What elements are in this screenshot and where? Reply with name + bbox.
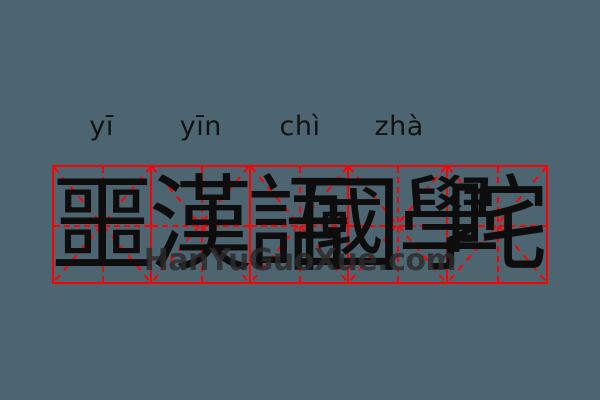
- hanzi-glyph: 噩: [50, 163, 155, 286]
- pinyin-cell: yī: [52, 103, 151, 149]
- grid-cell: 噩: [50, 167, 154, 282]
- pinyin-cell: yīn: [151, 103, 250, 149]
- pinyin-cell: [449, 103, 548, 149]
- pinyin-cell: zhà: [350, 103, 449, 149]
- pinyin-label: zhà: [374, 110, 424, 142]
- hanzi-glyph: 咤: [444, 163, 549, 286]
- pinyin-label: yī: [89, 110, 114, 142]
- pinyin-row: yī yīn chì zhà: [52, 103, 548, 149]
- grid-cell: 漢: [148, 163, 253, 286]
- pinyin-cell: chì: [250, 103, 349, 149]
- pinyin-label: yīn: [179, 110, 222, 142]
- hanzi-glyph: 漢: [148, 163, 253, 286]
- hanzi-grid: 噩 漢 語 國學: [50, 163, 549, 286]
- grid-cell: 咤: [444, 163, 549, 286]
- grid-cell: 國學: [297, 167, 501, 282]
- pinyin-label: chì: [279, 110, 321, 142]
